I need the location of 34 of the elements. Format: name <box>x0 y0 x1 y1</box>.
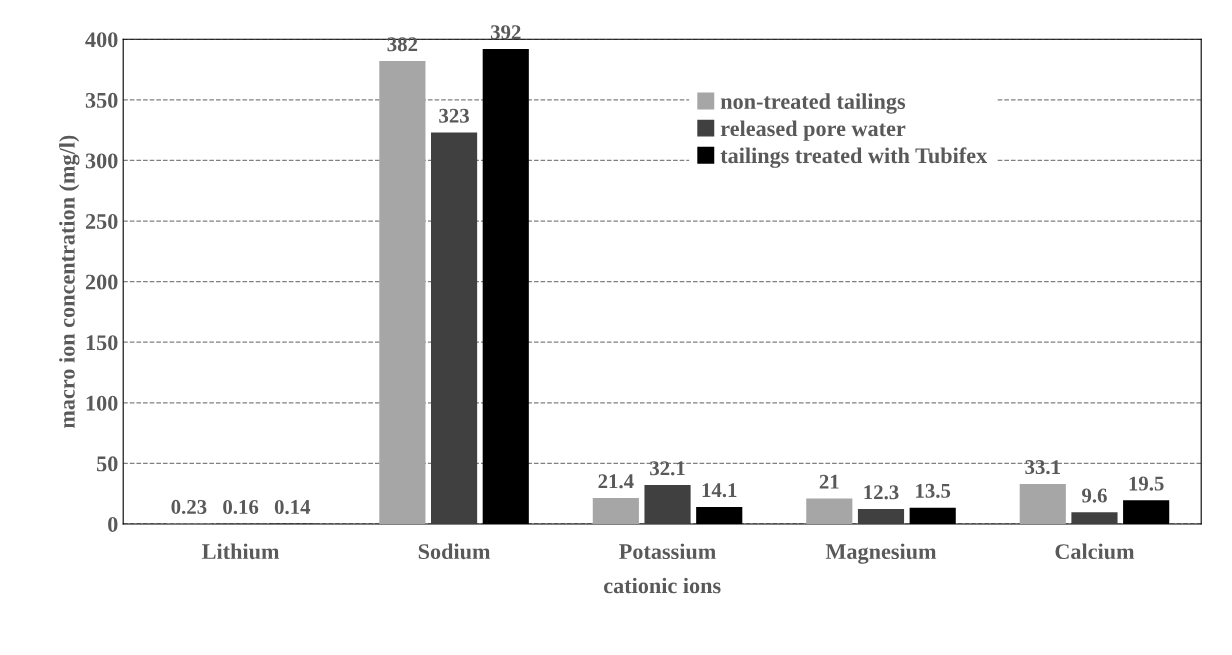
y-axis-title: macro ion concentration (mg/l) <box>59 135 80 429</box>
legend-label: non-treated tailings <box>720 93 906 114</box>
x-tick-label: Magnesium <box>825 543 937 564</box>
y-tick-label: 350 <box>85 92 118 108</box>
data-label: 0.14 <box>274 499 311 515</box>
y-tick-label: 250 <box>85 213 118 229</box>
y-tick-label: 0 <box>108 516 118 532</box>
data-label: 0.16 <box>223 499 259 515</box>
data-label: 9.6 <box>1082 488 1107 503</box>
data-label: 13.5 <box>916 483 951 498</box>
x-axis-title: cationic ions <box>604 577 721 594</box>
y-tick-label: 50 <box>97 456 118 472</box>
legend-label: released pore water <box>720 120 906 141</box>
y-tick-label: 150 <box>86 335 118 351</box>
x-tick-label: Lithium <box>202 543 280 560</box>
data-label: 32.1 <box>650 461 685 476</box>
data-label: 21.4 <box>598 474 634 489</box>
y-tick-label: 200 <box>85 274 118 290</box>
legend-label: tailings treated with Tubifex <box>720 147 988 168</box>
data-label: 392 <box>490 25 521 40</box>
data-label: 12.3 <box>864 485 899 500</box>
data-label: 382 <box>387 37 418 52</box>
data-label: 21 <box>819 474 839 489</box>
data-label: 14.1 <box>702 483 737 498</box>
y-tick-label: 400 <box>85 32 118 48</box>
data-label: 323 <box>439 108 469 123</box>
y-tick-label: 100 <box>86 395 118 411</box>
data-label: 0.23 <box>171 499 207 515</box>
x-tick-label: Potassium <box>619 543 716 560</box>
data-label: 33.1 <box>1025 460 1060 475</box>
x-tick-label: Sodium <box>418 543 491 560</box>
y-tick-label: 300 <box>85 153 118 169</box>
data-label: 19.5 <box>1129 476 1164 491</box>
x-tick-label: Calcium <box>1055 543 1135 560</box>
